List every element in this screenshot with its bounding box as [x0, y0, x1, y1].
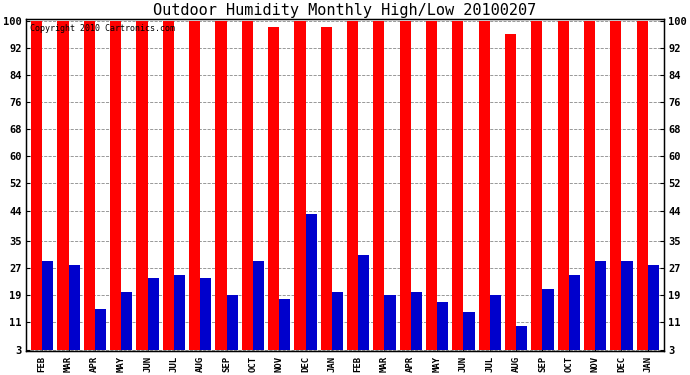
- Bar: [121, 292, 132, 350]
- Bar: [569, 275, 580, 350]
- Bar: [516, 326, 527, 350]
- Bar: [42, 261, 53, 350]
- Bar: [622, 261, 633, 350]
- Bar: [558, 21, 569, 350]
- Bar: [637, 21, 648, 350]
- Bar: [189, 21, 200, 350]
- Bar: [611, 21, 622, 350]
- Bar: [542, 288, 553, 350]
- Text: Copyright 2010 Cartronics.com: Copyright 2010 Cartronics.com: [30, 24, 175, 33]
- Bar: [400, 21, 411, 350]
- Bar: [321, 27, 332, 350]
- Bar: [479, 21, 490, 350]
- Bar: [174, 275, 185, 350]
- Bar: [347, 21, 358, 350]
- Bar: [426, 21, 437, 350]
- Bar: [57, 21, 68, 350]
- Title: Outdoor Humidity Monthly High/Low 20100207: Outdoor Humidity Monthly High/Low 201002…: [153, 3, 537, 18]
- Bar: [241, 21, 253, 350]
- Bar: [68, 265, 79, 350]
- Bar: [453, 21, 464, 350]
- Bar: [83, 21, 95, 350]
- Bar: [373, 21, 384, 350]
- Bar: [226, 295, 237, 350]
- Bar: [437, 302, 448, 350]
- Bar: [200, 278, 211, 350]
- Bar: [95, 309, 106, 350]
- Bar: [411, 292, 422, 350]
- Bar: [215, 21, 226, 350]
- Bar: [332, 292, 343, 350]
- Bar: [584, 21, 595, 350]
- Bar: [279, 298, 290, 350]
- Bar: [137, 21, 148, 350]
- Bar: [148, 278, 159, 350]
- Bar: [253, 261, 264, 350]
- Bar: [110, 21, 121, 350]
- Bar: [490, 295, 501, 350]
- Bar: [295, 21, 306, 350]
- Bar: [505, 34, 516, 350]
- Bar: [163, 21, 174, 350]
- Bar: [595, 261, 607, 350]
- Bar: [648, 265, 659, 350]
- Bar: [268, 27, 279, 350]
- Bar: [31, 21, 42, 350]
- Bar: [306, 214, 317, 350]
- Bar: [531, 21, 542, 350]
- Bar: [358, 255, 369, 350]
- Bar: [464, 312, 475, 350]
- Bar: [384, 295, 395, 350]
